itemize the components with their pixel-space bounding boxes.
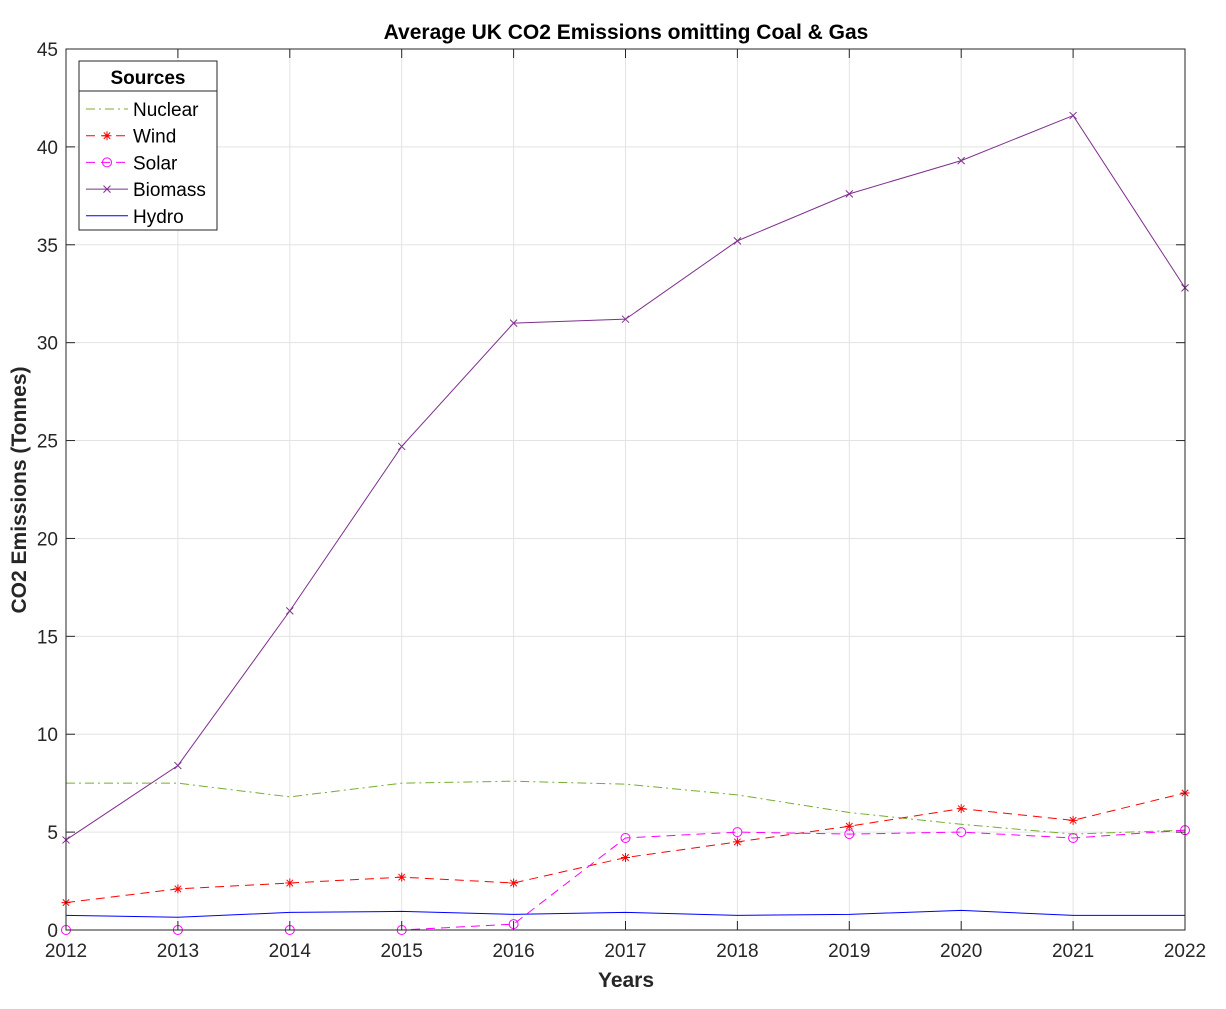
x-tick-label: 2012: [45, 941, 87, 962]
data-point-biomass: [621, 315, 630, 324]
y-tick-label: 10: [37, 725, 58, 746]
x-tick-label: 2015: [381, 941, 423, 962]
legend-box: [78, 60, 218, 231]
data-point-biomass: [509, 319, 518, 327]
data-point-biomass: [1069, 111, 1077, 120]
data-point-biomass: [733, 237, 742, 245]
data-point-wind: [509, 878, 519, 888]
y-axis-label: CO2 Emissions (Tonnes): [8, 367, 31, 614]
data-point-solar: [732, 827, 743, 838]
data-point-solar: [620, 832, 631, 843]
data-point-wind: [285, 878, 295, 888]
data-point-wind: [956, 804, 966, 814]
data-point-wind: [844, 821, 854, 831]
chart-title: Average UK CO2 Emissions omitting Coal &…: [384, 21, 869, 44]
x-tick-label: 2022: [1164, 941, 1206, 962]
legend-label-solar: Solar: [133, 153, 178, 174]
legend-title: Sources: [111, 68, 186, 89]
data-point-solar: [1068, 832, 1079, 843]
legend-label-hydro: Hydro: [133, 207, 184, 228]
legend-marker-wind: [102, 131, 112, 141]
legend-items: Nuclear Wind Solar Biomass Hydro: [86, 100, 206, 228]
series-line-nuclear: [66, 780, 1186, 835]
series-nuclear: [66, 780, 1186, 835]
x-tick-label: 2014: [269, 941, 312, 962]
legend-item-wind: Wind: [86, 127, 176, 148]
legend-item-hydro: Hydro: [86, 207, 184, 228]
y-tick-label: 0: [47, 921, 58, 942]
data-point-solar: [956, 827, 967, 838]
data-point-wind: [732, 837, 742, 847]
legend: Sources Nuclear Wind Solar Biomass Hydro: [78, 60, 218, 231]
legend-marker-solar: [102, 157, 112, 168]
x-tick-label: 2020: [940, 941, 982, 962]
data-point-solar: [844, 829, 855, 840]
data-point-biomass: [957, 156, 966, 165]
y-tick-label: 5: [47, 823, 58, 844]
legend-label-nuclear: Nuclear: [133, 100, 199, 121]
x-tick-label: 2019: [828, 941, 870, 962]
x-tick-labels: 2012 2013 2014 2015 2016 2017 2018 2019 2020 2021…: [45, 49, 1206, 962]
y-tick-label: 30: [37, 334, 58, 355]
data-point-wind: [621, 853, 630, 863]
legend-item-biomass: Biomass: [86, 180, 206, 201]
x-tick-label: 2018: [716, 941, 758, 962]
data-point-biomass: [285, 607, 294, 615]
legend-marker-biomass: [103, 185, 111, 193]
x-tick-label: 2017: [604, 941, 646, 962]
x-tick-label: 2013: [157, 941, 199, 962]
data-point-wind: [173, 884, 183, 894]
legend-item-solar: Solar: [86, 153, 178, 174]
y-tick-label: 40: [37, 138, 58, 159]
legend-item-nuclear: Nuclear: [86, 100, 199, 121]
data-point-biomass: [397, 442, 406, 451]
data-point-biomass: [845, 190, 854, 198]
series-hydro: [65, 909, 1185, 918]
y-tick-labels: 0 5 10 15 20 25 30 35 40 45: [37, 40, 1185, 942]
x-tick-label: 2016: [492, 941, 534, 962]
data-point-wind: [1068, 815, 1078, 825]
x-axis-label: Years: [598, 969, 654, 992]
y-tick-label: 20: [37, 529, 58, 550]
y-tick-label: 45: [37, 40, 58, 61]
series-line-hydro: [65, 909, 1185, 918]
y-tick-label: 15: [37, 627, 58, 648]
legend-label-biomass: Biomass: [133, 180, 206, 201]
data-point-biomass: [174, 761, 182, 770]
y-tick-label: 25: [37, 432, 58, 453]
legend-label-wind: Wind: [133, 127, 176, 148]
x-tick-label: 2021: [1052, 941, 1094, 962]
y-tick-label: 35: [37, 236, 58, 257]
data-point-wind: [397, 872, 407, 882]
